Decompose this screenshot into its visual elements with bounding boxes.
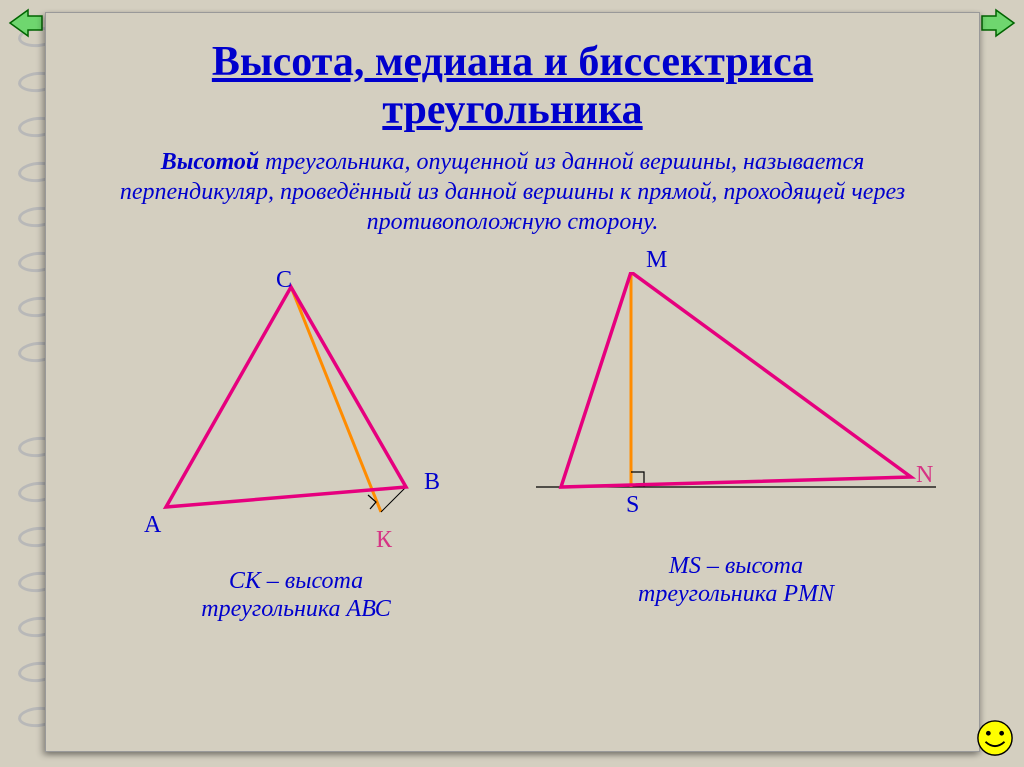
left-caption-line2: треугольника АВС bbox=[201, 596, 391, 622]
vertex-label-c: С bbox=[276, 267, 292, 294]
triangle-abc bbox=[166, 287, 406, 507]
vertex-label-n: N bbox=[916, 462, 933, 489]
slide-title: Высота, медиана и биссектриса треугольни… bbox=[46, 13, 979, 143]
left-caption: СК – высота треугольника АВС bbox=[176, 567, 416, 625]
right-caption: MS – высота треугольника PMN bbox=[606, 552, 866, 610]
definition-keyword: Высотой bbox=[161, 149, 259, 175]
vertex-label-m: М bbox=[646, 247, 667, 274]
next-slide-arrow[interactable] bbox=[980, 8, 1016, 38]
right-caption-line2: треугольника PMN bbox=[638, 581, 834, 607]
foot-label-s: S bbox=[626, 492, 639, 519]
right-triangle-diagram bbox=[536, 272, 946, 512]
vertex-label-b: В bbox=[424, 469, 440, 496]
spiral-binding: (function(){ const holes=[30,75,120,165,… bbox=[0, 0, 47, 767]
slide-content: Высота, медиана и биссектриса треугольни… bbox=[45, 12, 980, 752]
triangle-pmn bbox=[561, 272, 911, 487]
diagrams-area: С А В К СК – высота треугольника АВС М N… bbox=[46, 237, 979, 657]
right-caption-line1: MS – высота bbox=[669, 553, 803, 579]
smiley-icon[interactable] bbox=[976, 719, 1014, 757]
prev-slide-arrow[interactable] bbox=[8, 8, 44, 38]
foot-label-k: К bbox=[376, 527, 392, 554]
altitude-ck bbox=[291, 287, 381, 512]
extension-bk bbox=[381, 487, 406, 512]
left-caption-line1: СК – высота bbox=[229, 568, 363, 594]
definition-text: Высотой треугольника, опущенной из данно… bbox=[46, 143, 979, 237]
left-triangle-diagram bbox=[146, 277, 446, 547]
vertex-label-a: А bbox=[144, 512, 161, 539]
